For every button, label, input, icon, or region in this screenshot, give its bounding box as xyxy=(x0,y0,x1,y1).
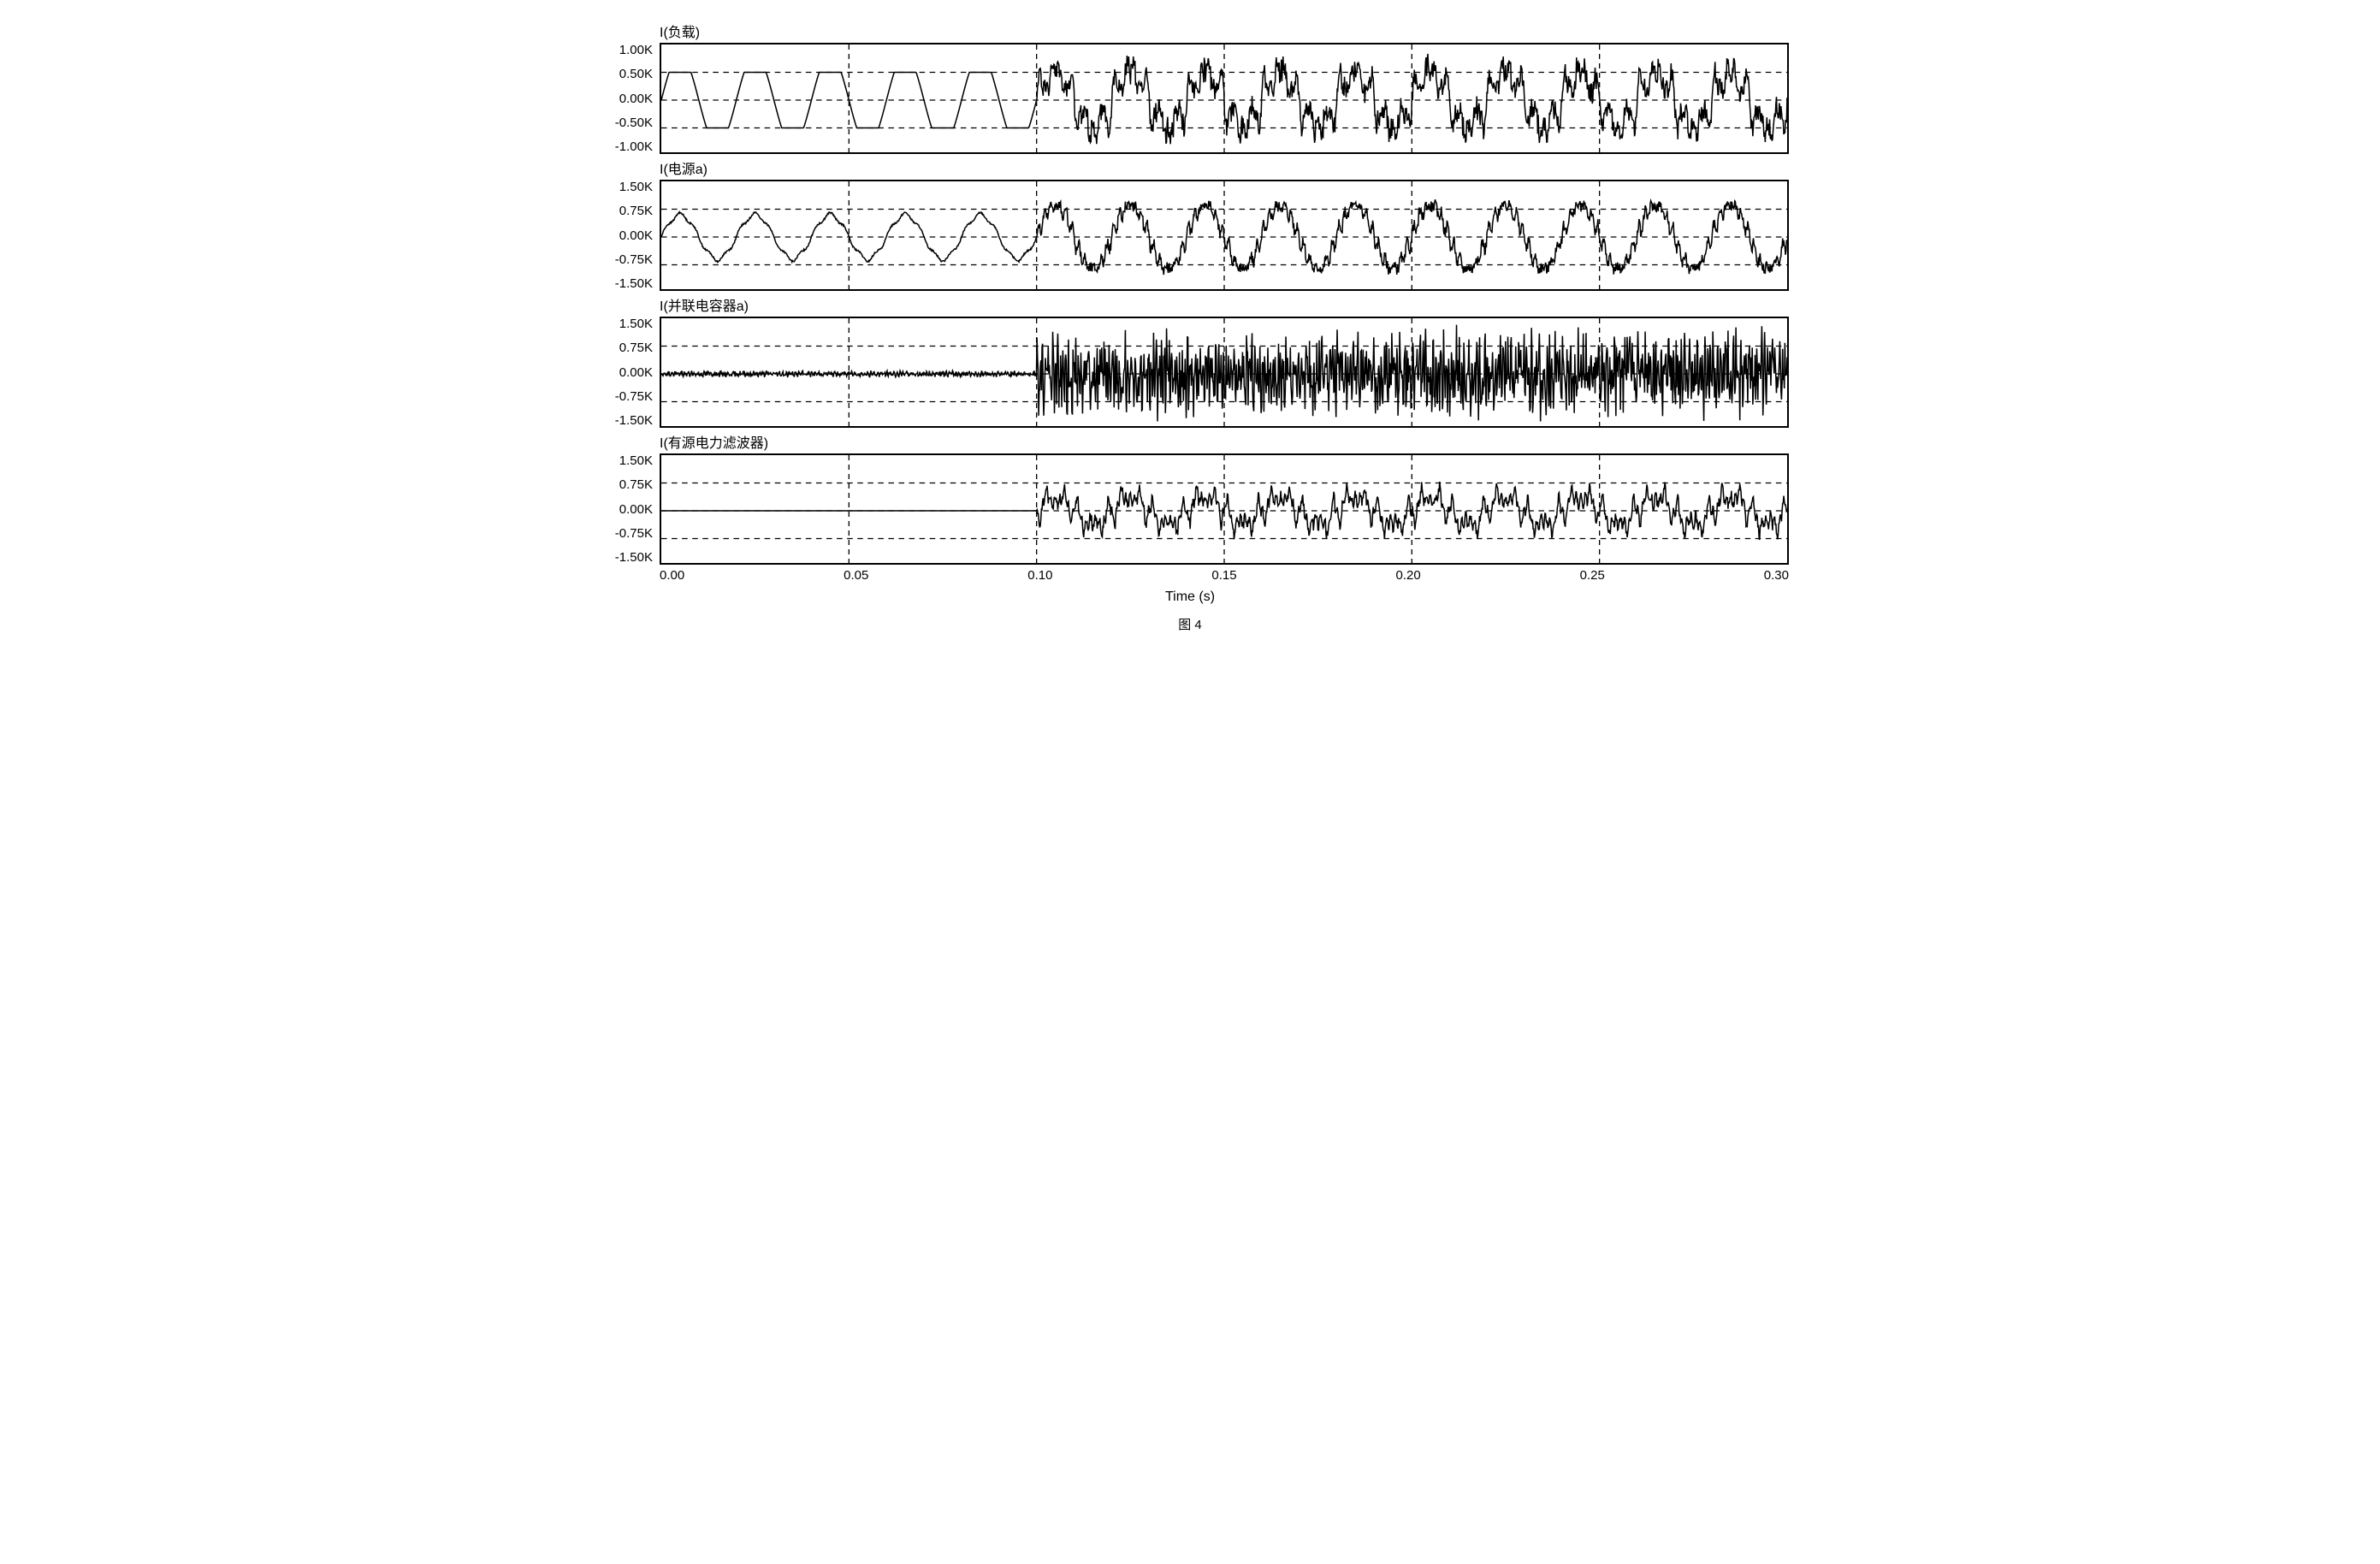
y-axis: 1.00K 0.50K 0.00K -0.50K -1.00K xyxy=(591,43,660,154)
y-tick-label: 0.75K xyxy=(619,204,653,218)
subplot: 1.50K 0.75K 0.00K -0.75K -1.50K xyxy=(591,453,1789,565)
y-tick-label: -1.50K xyxy=(615,550,653,565)
y-tick-label: -1.00K xyxy=(615,139,653,154)
x-tick-label: 0.00 xyxy=(660,568,684,583)
subplot-title: I(负载) xyxy=(660,21,1789,41)
x-axis-ticks: 0.00 0.05 0.10 0.15 0.20 0.25 0.30 xyxy=(660,568,1789,583)
x-tick-label: 0.30 xyxy=(1764,568,1789,583)
y-tick-label: 1.50K xyxy=(619,453,653,468)
x-tick-label: 0.05 xyxy=(844,568,868,583)
y-tick-label: 0.00K xyxy=(619,365,653,380)
y-axis: 1.50K 0.75K 0.00K -0.75K -1.50K xyxy=(591,317,660,428)
y-tick-label: -0.75K xyxy=(615,389,653,404)
y-tick-label: 1.50K xyxy=(619,317,653,331)
x-tick-label: 0.20 xyxy=(1396,568,1421,583)
x-tick-label: 0.25 xyxy=(1580,568,1605,583)
y-tick-label: 0.00K xyxy=(619,502,653,517)
x-tick-label: 0.10 xyxy=(1027,568,1052,583)
y-tick-label: -1.50K xyxy=(615,276,653,291)
subplot: 1.50K 0.75K 0.00K -0.75K -1.50K xyxy=(591,317,1789,428)
plot-area xyxy=(660,317,1789,428)
subplot-title: I(有源电力滤波器) xyxy=(660,431,1789,452)
y-tick-label: -1.50K xyxy=(615,413,653,428)
subplot: 1.50K 0.75K 0.00K -0.75K -1.50K xyxy=(591,180,1789,291)
y-tick-label: 1.00K xyxy=(619,43,653,57)
chart-container: I(负载)1.00K0.50K0.00K-0.50K-1.00KI(电源a)1.… xyxy=(591,21,1789,633)
plot-area xyxy=(660,43,1789,154)
subplot-title: I(并联电容器a) xyxy=(660,294,1789,315)
y-axis: 1.50K 0.75K 0.00K -0.75K -1.50K xyxy=(591,453,660,565)
y-axis: 1.50K 0.75K 0.00K -0.75K -1.50K xyxy=(591,180,660,291)
y-tick-label: 0.50K xyxy=(619,67,653,81)
y-tick-label: -0.75K xyxy=(615,526,653,541)
y-tick-label: 0.00K xyxy=(619,228,653,243)
y-tick-label: 0.00K xyxy=(619,92,653,106)
y-tick-label: 1.50K xyxy=(619,180,653,194)
subplot-title: I(电源a) xyxy=(660,157,1789,178)
figure-caption: 图 4 xyxy=(591,615,1789,633)
x-tick-label: 0.15 xyxy=(1211,568,1236,583)
y-tick-label: 0.75K xyxy=(619,341,653,355)
y-tick-label: -0.75K xyxy=(615,252,653,267)
x-axis-label: Time (s) xyxy=(591,589,1789,605)
plot-area xyxy=(660,180,1789,291)
subplot: 1.00K 0.50K 0.00K -0.50K -1.00K xyxy=(591,43,1789,154)
plot-area xyxy=(660,453,1789,565)
y-tick-label: 0.75K xyxy=(619,477,653,492)
y-tick-label: -0.50K xyxy=(615,116,653,130)
